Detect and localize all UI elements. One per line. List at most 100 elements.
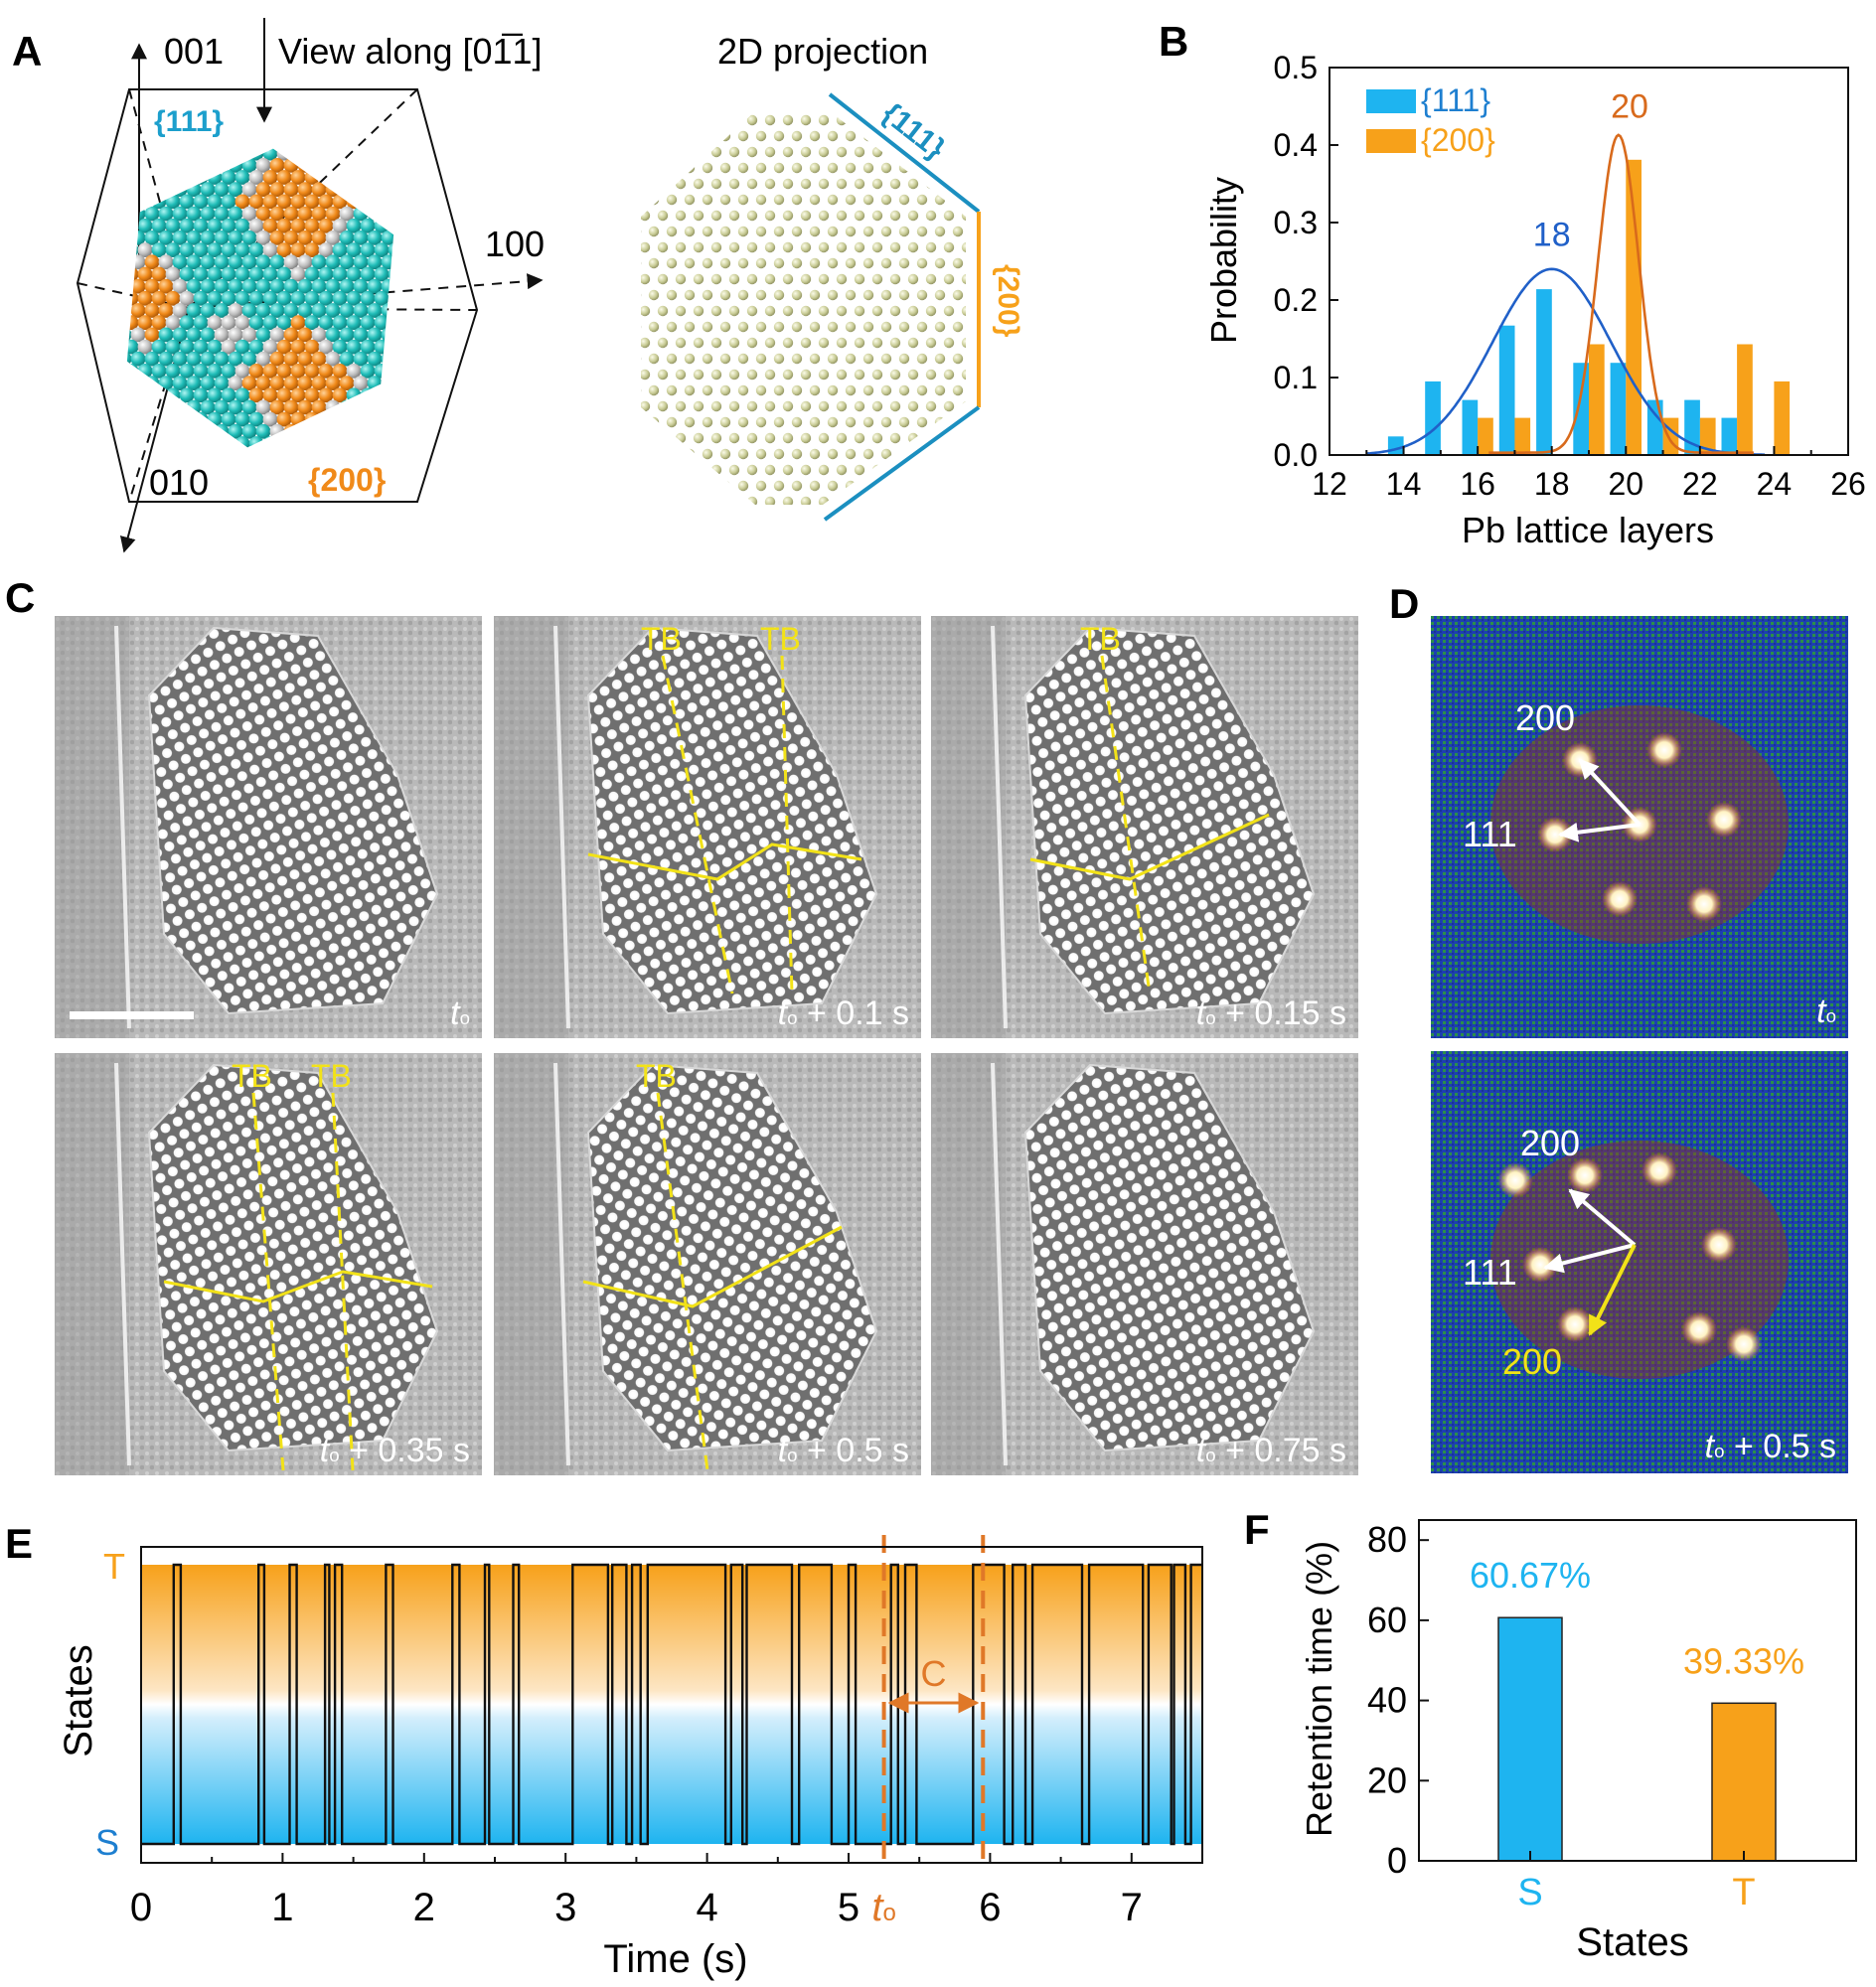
atom — [221, 170, 236, 185]
atom — [284, 134, 299, 149]
projection-atom — [934, 257, 946, 269]
projection-atom — [710, 337, 722, 349]
projection-atom — [746, 464, 758, 476]
atom — [151, 148, 167, 161]
projection-atom — [728, 305, 740, 317]
atom — [402, 219, 417, 233]
atom — [110, 387, 125, 402]
projection-atom — [710, 400, 722, 412]
atom — [353, 423, 369, 439]
projection-atom — [728, 210, 740, 222]
atom — [409, 158, 424, 173]
projection-atom — [952, 162, 964, 174]
projection-atom — [782, 432, 794, 444]
projection-atom — [952, 226, 964, 237]
atom — [374, 290, 390, 306]
atom — [137, 411, 153, 427]
projection-atom — [746, 337, 758, 349]
atom — [374, 266, 390, 282]
atom — [339, 278, 355, 294]
atom — [269, 303, 285, 318]
atom — [304, 436, 320, 448]
atom — [409, 134, 424, 149]
atom — [158, 206, 174, 222]
projection-atom — [854, 337, 865, 349]
projection-atom — [666, 480, 678, 492]
projection-atom — [764, 146, 776, 158]
projection-atom — [898, 289, 910, 301]
projection-atom — [862, 448, 874, 460]
projection-atom — [657, 496, 669, 505]
projection-atom — [898, 321, 910, 333]
projection-atom — [641, 384, 642, 396]
atom — [137, 387, 153, 403]
projection-atom — [666, 130, 678, 142]
projection-atom — [641, 194, 642, 206]
projection-atom — [657, 337, 669, 349]
projection-atom — [764, 400, 776, 412]
projection-atom — [971, 417, 981, 427]
atom — [137, 218, 153, 233]
atom — [283, 303, 299, 318]
projection-atom — [827, 416, 839, 428]
atom — [388, 242, 394, 258]
y-tick-label: 0.0 — [1274, 437, 1318, 473]
atom — [339, 254, 355, 270]
projection-atom — [854, 464, 865, 476]
atom — [255, 303, 271, 318]
projection-atom — [862, 257, 874, 269]
projection-atom — [667, 99, 677, 109]
atom — [103, 352, 118, 367]
projection-atom — [702, 353, 713, 365]
atom — [354, 134, 369, 149]
y-axis-label: Probability — [1203, 177, 1244, 344]
projection-atom — [961, 400, 966, 412]
frame-time-label-t: t — [320, 1432, 331, 1469]
atom — [103, 254, 118, 269]
projection-atom — [818, 337, 830, 349]
atom — [326, 134, 341, 149]
atom — [276, 194, 292, 210]
atom — [269, 278, 285, 294]
atom — [137, 266, 153, 282]
atom — [325, 423, 341, 439]
projection-atom — [971, 99, 981, 109]
projection-atom — [755, 416, 767, 428]
twin-boundary-line — [780, 655, 794, 994]
atom — [179, 218, 195, 233]
hrtem-frame-1: to — [55, 616, 482, 1038]
projection-atom — [907, 210, 919, 222]
x-tick-label: 20 — [1608, 466, 1643, 502]
atom — [346, 411, 362, 427]
x-axis-ticks: 0 1 2 3 4 5 6 7 to — [130, 1853, 1203, 1929]
bar-s-state — [1497, 1616, 1563, 1862]
projection-atom — [693, 337, 704, 349]
projection-atom — [800, 496, 812, 505]
atom — [311, 327, 327, 343]
support-edge-line — [991, 1062, 1008, 1466]
atom — [248, 436, 264, 448]
atom — [151, 242, 167, 257]
marker-t0-t: t — [871, 1886, 884, 1929]
atom — [311, 230, 327, 245]
x-tick-label: T — [1732, 1872, 1755, 1913]
atom — [318, 242, 334, 257]
atom — [221, 339, 236, 355]
projection-atom — [675, 464, 687, 476]
projection-atom — [836, 146, 848, 158]
projection-atom — [746, 369, 758, 381]
diffraction-spot — [1686, 886, 1722, 922]
projection-atom — [738, 99, 748, 109]
atom — [297, 327, 313, 343]
projection-atom — [943, 241, 955, 253]
atom — [241, 327, 257, 343]
atom — [172, 376, 188, 390]
support-edge-line — [553, 625, 570, 1029]
projection-atom — [898, 384, 910, 396]
atom — [339, 423, 355, 439]
atom — [172, 254, 188, 270]
atom — [130, 278, 146, 294]
atom — [255, 254, 271, 270]
atom — [221, 411, 236, 427]
atom — [353, 327, 369, 343]
